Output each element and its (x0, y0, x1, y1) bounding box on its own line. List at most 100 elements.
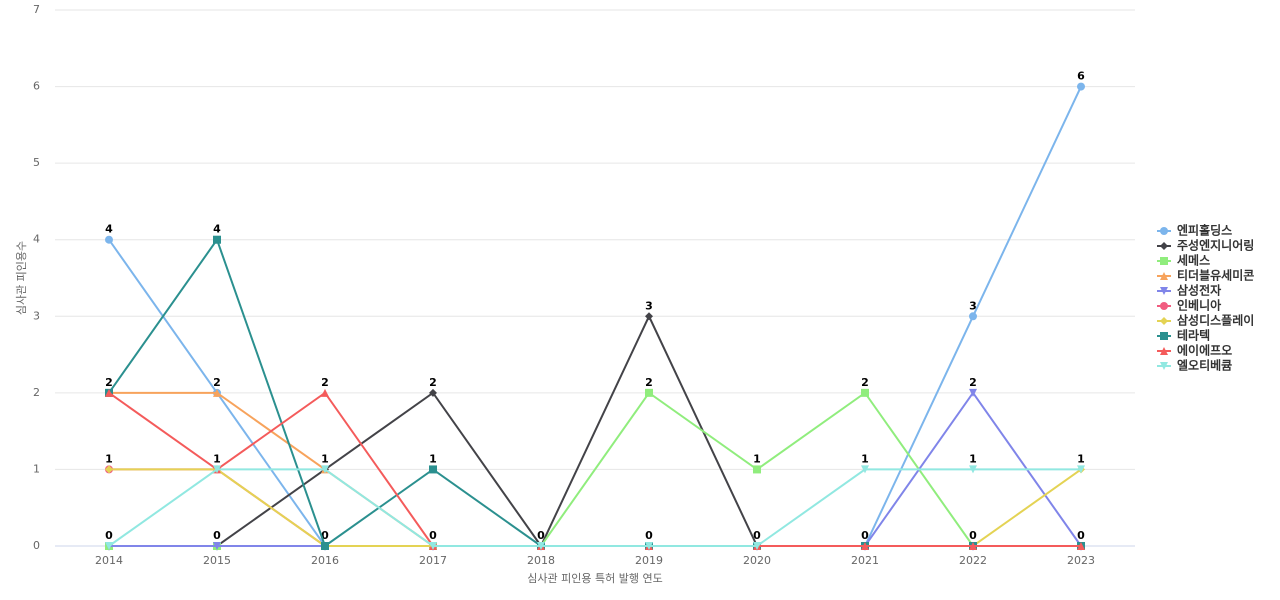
x-axis-title: 심사관 피인용 특허 발행 연도 (527, 572, 662, 585)
data-label: 3 (969, 299, 977, 312)
data-label: 0 (429, 529, 437, 542)
y-tick-label: 7 (33, 3, 40, 16)
y-tick-label: 6 (33, 80, 40, 93)
data-point (1077, 542, 1085, 550)
x-tick-label: 2019 (635, 554, 663, 567)
legend-marker (1160, 347, 1168, 355)
data-label: 1 (213, 452, 221, 465)
data-label: 2 (969, 376, 977, 389)
y-tick-label: 4 (33, 233, 40, 246)
data-point (429, 388, 437, 397)
data-point (321, 542, 329, 550)
x-tick-label: 2018 (527, 554, 555, 567)
legend-marker (1160, 242, 1168, 250)
legend-label: 엘오티베큠 (1177, 358, 1232, 373)
data-label: 2 (105, 376, 113, 389)
data-point (213, 235, 221, 244)
legend-item[interactable]: 주성엔지니어링 (1157, 238, 1254, 253)
legend-label: 주성엔지니어링 (1177, 238, 1254, 253)
legend-marker (1160, 302, 1168, 310)
legend-item[interactable]: 에이에프오 (1157, 343, 1232, 358)
data-point (321, 465, 329, 474)
series (105, 312, 1085, 550)
legend-label: 티더블유세미콘 (1177, 268, 1254, 283)
legend-item[interactable]: 엔피홀딩스 (1157, 223, 1232, 238)
data-point (969, 465, 977, 474)
data-label: 0 (861, 529, 869, 542)
x-tick-label: 2016 (311, 554, 339, 567)
data-point (213, 542, 221, 550)
x-tick-label: 2022 (959, 554, 987, 567)
data-point (1077, 465, 1085, 474)
data-label: 0 (753, 529, 761, 542)
y-tick-label: 0 (33, 539, 40, 552)
data-label: 1 (1077, 452, 1085, 465)
legend-label: 세메스 (1177, 253, 1210, 268)
data-point (213, 388, 221, 397)
legend-label: 테라텍 (1177, 328, 1210, 343)
data-point (1077, 82, 1085, 91)
legend-label: 엔피홀딩스 (1177, 223, 1232, 238)
legend-item[interactable]: 세메스 (1157, 253, 1210, 268)
data-label: 6 (1077, 70, 1085, 83)
data-label: 1 (429, 452, 437, 465)
data-label: 1 (969, 452, 977, 465)
series-line (108, 468, 1081, 547)
legend-marker (1160, 272, 1168, 280)
data-label: 0 (645, 529, 653, 542)
data-label: 2 (213, 376, 221, 389)
x-tick-label: 2020 (743, 554, 771, 567)
data-point (645, 312, 653, 321)
data-point (429, 542, 437, 550)
legend-item[interactable]: 인베니아 (1157, 298, 1221, 313)
data-label: 0 (321, 529, 329, 542)
legend-label: 삼성디스플레이 (1177, 313, 1254, 328)
legend-marker (1160, 362, 1168, 370)
legend-marker (1160, 317, 1168, 325)
series (105, 465, 1085, 550)
data-point (645, 388, 653, 397)
data-label: 1 (753, 452, 761, 465)
series-line (109, 468, 1082, 547)
data-label: 0 (1077, 529, 1085, 542)
data-point (105, 465, 113, 474)
legend-label: 에이에프오 (1177, 343, 1232, 358)
x-tick-label: 2021 (851, 554, 879, 567)
data-point (645, 542, 653, 550)
data-label: 0 (105, 529, 113, 542)
x-tick-label: 2014 (95, 554, 123, 567)
data-point (321, 388, 329, 397)
data-label: 0 (213, 529, 221, 542)
legend-item[interactable]: 삼성전자 (1157, 283, 1221, 298)
data-point (105, 235, 113, 244)
series-line (109, 468, 1081, 547)
legend-item[interactable]: 엘오티베큠 (1157, 358, 1232, 373)
legend-item[interactable]: 테라텍 (1157, 328, 1210, 343)
data-point (213, 465, 221, 474)
data-label: 3 (645, 299, 653, 312)
series (105, 465, 1085, 550)
legend-item[interactable]: 삼성디스플레이 (1157, 313, 1254, 328)
legend-label: 삼성전자 (1177, 283, 1221, 298)
data-label: 0 (969, 529, 977, 542)
data-point (969, 312, 977, 321)
data-label: 0 (537, 529, 545, 542)
legend-label: 인베니아 (1177, 298, 1221, 313)
data-point (429, 465, 437, 474)
legend-marker (1160, 227, 1168, 235)
y-tick-label: 2 (33, 386, 40, 399)
data-label: 2 (861, 376, 869, 389)
data-label: 1 (105, 452, 113, 465)
legend-item[interactable]: 티더블유세미콘 (1157, 268, 1254, 283)
x-tick-label: 2023 (1067, 554, 1095, 567)
data-point (105, 542, 113, 550)
data-label: 4 (213, 223, 221, 236)
data-point (861, 542, 869, 550)
data-point (105, 388, 113, 397)
data-point (537, 542, 545, 550)
y-tick-label: 5 (33, 156, 40, 169)
y-tick-label: 3 (33, 309, 40, 322)
y-tick-label: 1 (33, 462, 40, 475)
data-point (861, 388, 869, 397)
